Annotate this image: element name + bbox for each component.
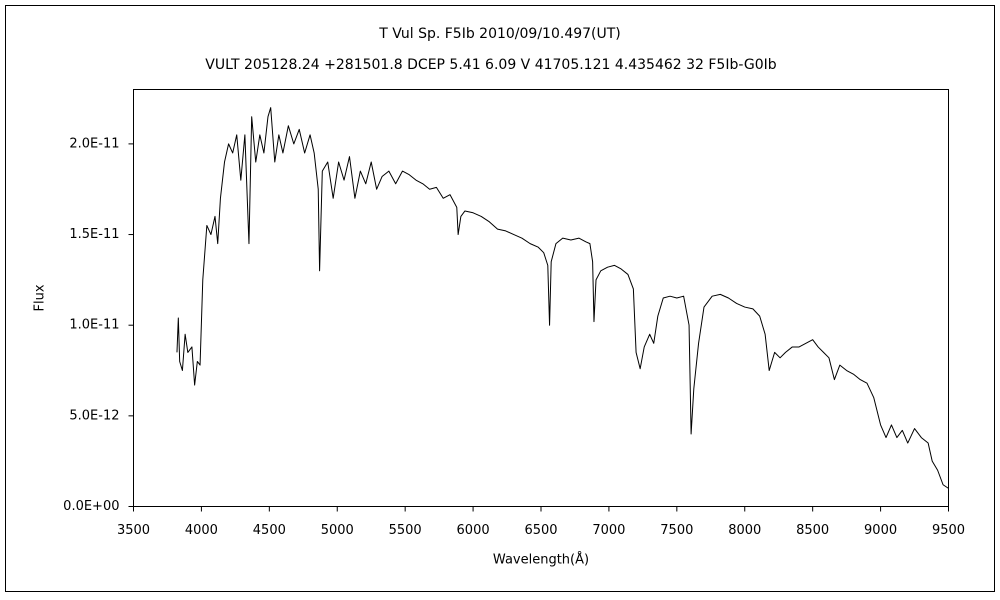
x-axis-label: Wavelength(Å) (493, 552, 589, 568)
chart-subtitle: VULT 205128.24 +281501.8 DCEP 5.41 6.09 … (205, 57, 777, 73)
x-tick-label: 9000 (864, 523, 897, 538)
spectrum-line (176, 107, 949, 489)
x-tick-label: 4500 (253, 523, 286, 538)
chart-title: T Vul Sp. F5Ib 2010/09/10.497(UT) (378, 26, 621, 42)
x-tick-label: 4000 (185, 523, 218, 538)
y-tick-label: 1.0E-11 (69, 318, 119, 333)
x-tick-label: 3500 (117, 523, 150, 538)
x-tick-label: 5500 (389, 523, 422, 538)
chart-border (5, 5, 995, 592)
y-axis-label: Flux (33, 284, 48, 311)
plot-area (133, 89, 949, 507)
y-tick-label: 1.5E-11 (69, 227, 119, 242)
x-tick-label: 7000 (592, 523, 625, 538)
x-tick-label: 6500 (524, 523, 557, 538)
y-tick-label: 5.0E-12 (69, 408, 119, 423)
x-tick-label: 9500 (932, 523, 965, 538)
x-tick-label: 6000 (457, 523, 490, 538)
x-tick-label: 7500 (660, 523, 693, 538)
x-tick-label: 5000 (321, 523, 354, 538)
x-tick-label: 8500 (796, 523, 829, 538)
x-tick-label: 8000 (728, 523, 761, 538)
y-tick-label: 0.0E+00 (63, 499, 119, 514)
y-tick-label: 2.0E-11 (69, 136, 119, 151)
